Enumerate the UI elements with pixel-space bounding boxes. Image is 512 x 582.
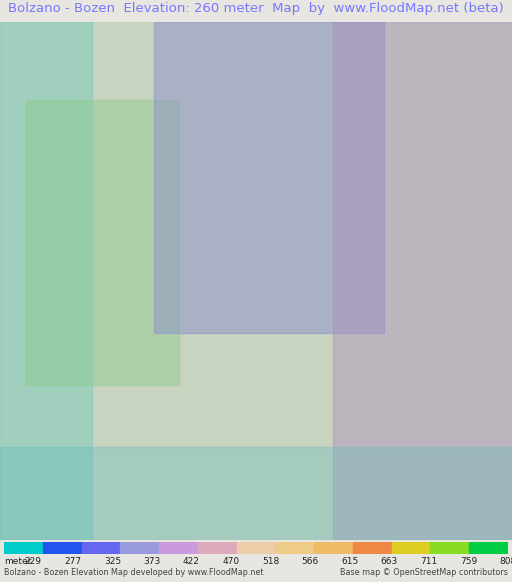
Bar: [0, 447, 512, 540]
Text: Bolzano - Bozen Elevation Map developed by www.FloodMap.net: Bolzano - Bozen Elevation Map developed …: [4, 569, 264, 577]
Bar: [43, 542, 81, 554]
Text: 422: 422: [183, 556, 200, 566]
Text: 229: 229: [25, 556, 42, 566]
Text: 277: 277: [65, 556, 81, 566]
Text: 615: 615: [341, 556, 358, 566]
Text: 808: 808: [499, 556, 512, 566]
Text: 373: 373: [143, 556, 161, 566]
Bar: [353, 542, 392, 554]
Bar: [198, 542, 237, 554]
Bar: [275, 542, 314, 554]
Bar: [154, 22, 384, 333]
Text: 470: 470: [223, 556, 240, 566]
Bar: [159, 542, 198, 554]
Text: 711: 711: [420, 556, 437, 566]
Bar: [333, 22, 512, 540]
Bar: [81, 542, 120, 554]
Text: 518: 518: [262, 556, 279, 566]
Bar: [26, 100, 179, 385]
Text: 663: 663: [380, 556, 398, 566]
Text: 325: 325: [104, 556, 121, 566]
Bar: [120, 542, 159, 554]
Bar: [469, 542, 508, 554]
Bar: [431, 542, 469, 554]
Text: Bolzano - Bozen  Elevation: 260 meter  Map  by  www.FloodMap.net (beta): Bolzano - Bozen Elevation: 260 meter Map…: [8, 2, 504, 15]
Bar: [314, 542, 353, 554]
Bar: [237, 542, 275, 554]
Bar: [4, 542, 43, 554]
Bar: [0, 22, 92, 540]
Text: 566: 566: [302, 556, 319, 566]
Text: meter: meter: [4, 556, 31, 566]
Bar: [392, 542, 431, 554]
Text: 759: 759: [460, 556, 477, 566]
Text: Base map © OpenStreetMap contributors: Base map © OpenStreetMap contributors: [340, 569, 508, 577]
